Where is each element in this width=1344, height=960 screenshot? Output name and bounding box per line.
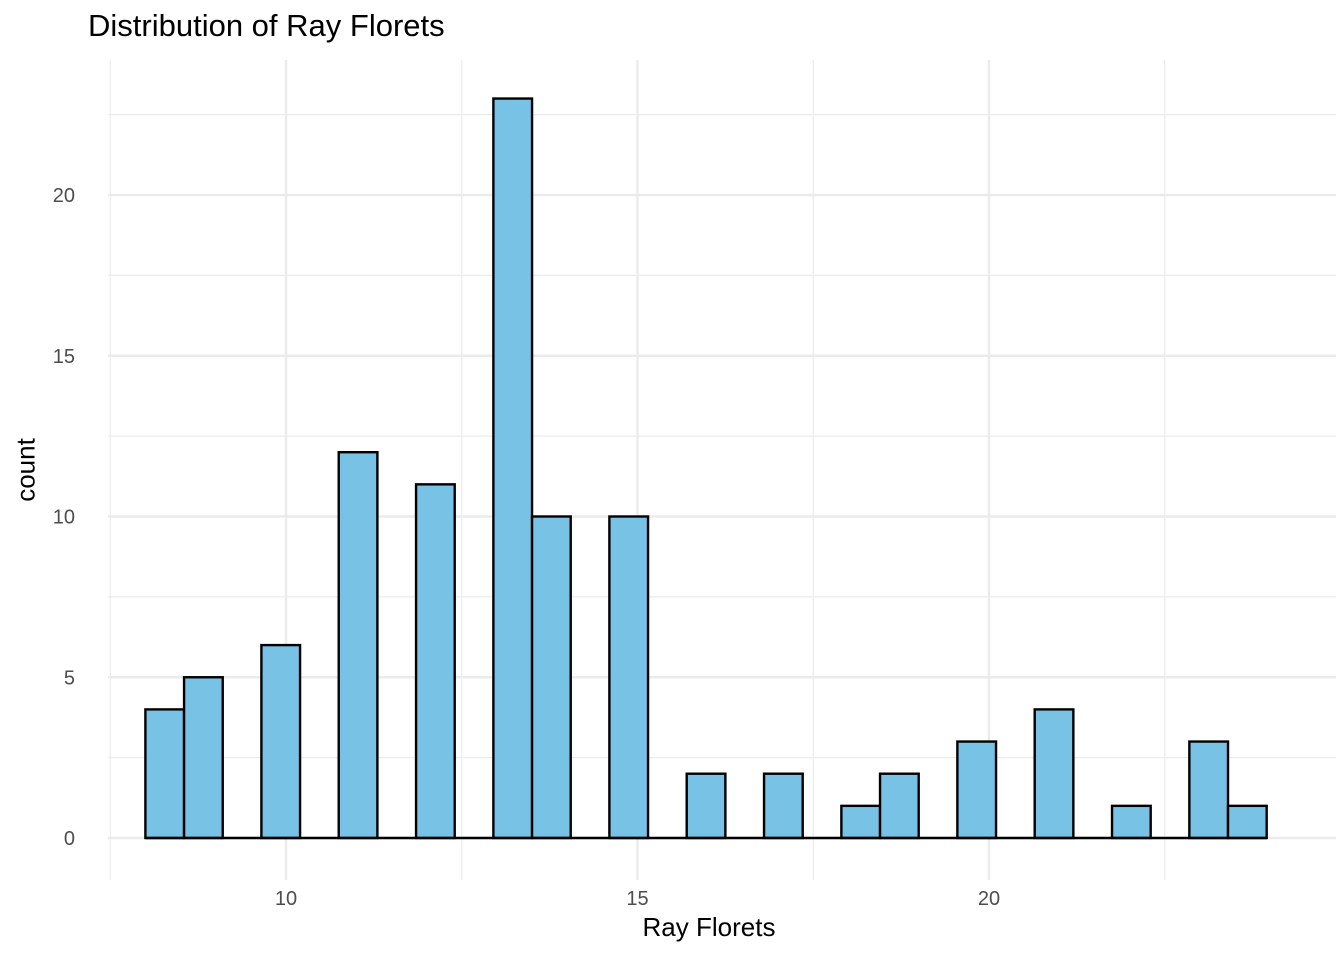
histogram-bar (956, 740, 998, 840)
y-tick-label: 0 (64, 828, 75, 850)
histogram-bar (530, 515, 572, 840)
x-axis-label: Ray Florets (642, 912, 776, 942)
histogram-bar (492, 97, 534, 840)
histogram-bar (1033, 708, 1075, 840)
histogram-bar (1188, 740, 1230, 840)
histogram-bar (182, 676, 224, 840)
histogram-bar (685, 772, 727, 840)
minor-gridlines (108, 60, 1336, 880)
histogram-bars (144, 97, 1268, 840)
histogram-bar (878, 772, 920, 840)
x-tick-label: 10 (275, 888, 297, 910)
histogram-bar (1110, 804, 1152, 840)
histogram-bar (337, 451, 379, 840)
histogram-bar (762, 772, 804, 840)
y-axis-label: count (10, 438, 41, 502)
histogram-bar (414, 483, 456, 840)
x-tick-labels: 10 15 20 (275, 888, 1000, 910)
chart-title: Distribution of Ray Florets (88, 8, 445, 43)
y-tick-label: 15 (53, 346, 75, 368)
histogram-bar (144, 708, 186, 840)
histogram-bar (608, 515, 650, 840)
y-tick-label: 20 (53, 185, 75, 207)
y-tick-label: 10 (53, 507, 75, 529)
x-tick-label: 15 (626, 888, 648, 910)
x-tick-label: 20 (978, 888, 1000, 910)
histogram-bar (1226, 804, 1268, 840)
histogram-bar (840, 804, 882, 840)
y-tick-label: 5 (64, 667, 75, 689)
y-tick-labels: 0 5 10 15 20 (53, 185, 75, 850)
histogram-bar (260, 643, 302, 840)
